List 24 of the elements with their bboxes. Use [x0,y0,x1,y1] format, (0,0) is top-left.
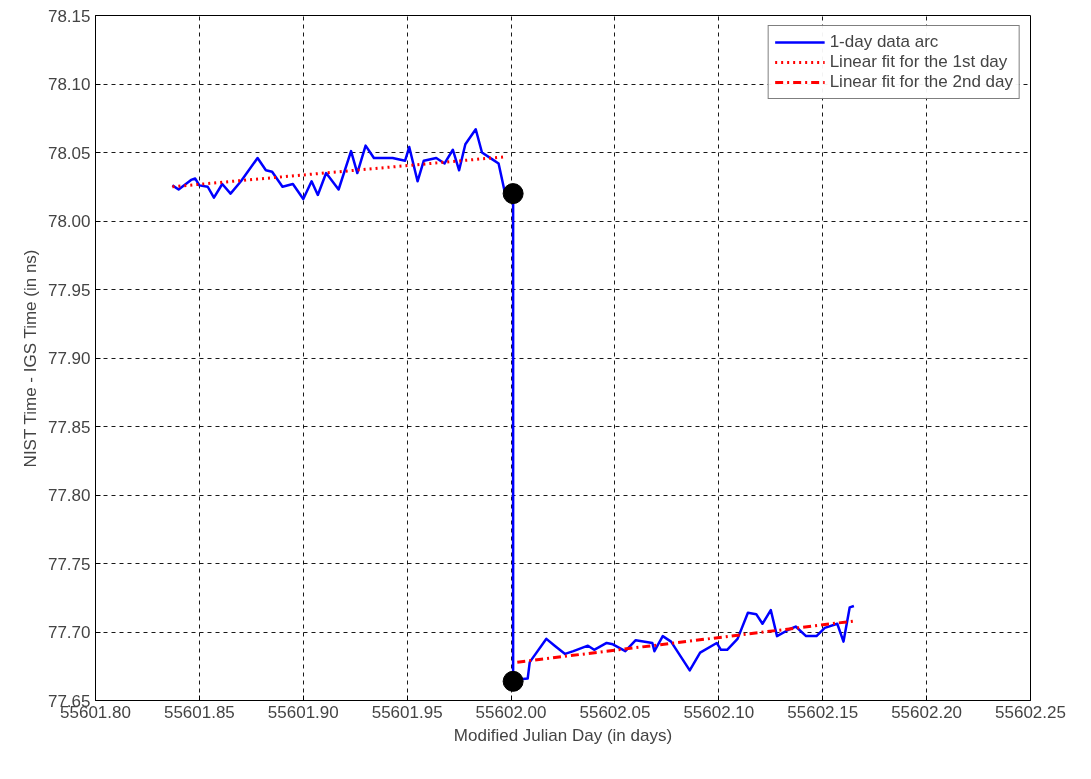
x-tick-label: 55602.05 [579,702,651,722]
y-axis-title: NIST Time - IGS Time (in ns) [20,249,40,468]
y-tick-label: 78.05 [47,143,91,163]
y-tick-label: 77.95 [47,280,91,300]
x-tick-label: 55602.25 [995,702,1066,722]
legend-label: 1-day data arc [829,32,939,52]
x-tick-label: 55602.15 [787,702,859,722]
legend-label: Linear fit for the 1st day [829,52,1008,72]
x-tick-label: 55602.10 [683,702,755,722]
y-tick-label: 77.70 [47,623,91,642]
y-tick-label: 78.10 [47,75,91,94]
x-tick-label: 55601.85 [163,702,235,722]
y-tick-label: 78.00 [47,212,91,231]
x-tick-label: 55601.90 [267,702,339,722]
x-tick-label: 55602.20 [891,702,963,722]
y-tick-label: 77.85 [47,417,91,437]
x-tick-label: 55601.95 [371,702,443,722]
legend-label: Linear fit for the 2nd day [829,72,1013,92]
y-tick-label: 77.80 [47,486,91,505]
y-tick-label: 78.15 [47,6,91,26]
y-tick-label: 77.90 [47,349,91,368]
y-tick-label: 77.75 [47,554,91,574]
x-tick-label: 55602.00 [475,702,547,722]
x-axis-title: Modified Julian Day (in days) [453,725,673,745]
